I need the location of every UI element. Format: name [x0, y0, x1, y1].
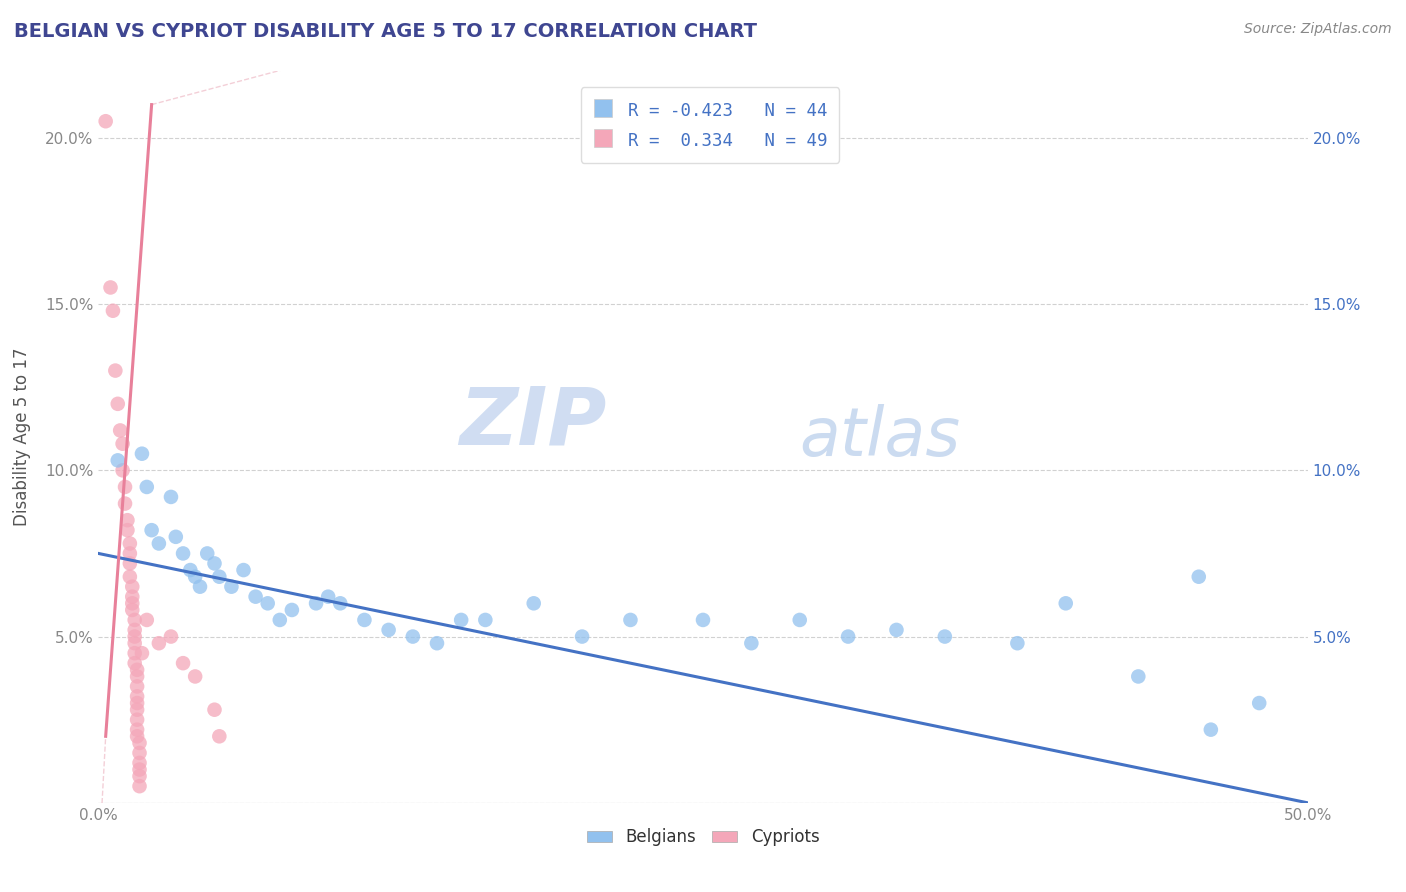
Point: [934, 630, 956, 644]
Point: [107, 453, 129, 467]
Point: [141, 523, 163, 537]
Text: Source: ZipAtlas.com: Source: ZipAtlas.com: [1244, 22, 1392, 37]
Point: [232, 563, 254, 577]
Point: [124, 636, 146, 650]
Point: [245, 590, 267, 604]
Point: [118, 570, 141, 584]
Point: [100, 280, 122, 294]
Point: [124, 646, 146, 660]
Point: [188, 580, 211, 594]
Point: [111, 436, 134, 450]
Point: [172, 546, 194, 560]
Point: [619, 613, 641, 627]
Point: [131, 447, 153, 461]
Text: atlas: atlas: [800, 404, 960, 470]
Point: [114, 497, 136, 511]
Point: [128, 746, 150, 760]
Point: [1199, 723, 1222, 737]
Point: [474, 613, 496, 627]
Point: [1249, 696, 1271, 710]
Point: [204, 703, 226, 717]
Point: [94, 114, 117, 128]
Point: [124, 623, 146, 637]
Point: [402, 630, 425, 644]
Point: [121, 603, 143, 617]
Point: [124, 613, 146, 627]
Point: [789, 613, 811, 627]
Text: ZIP: ZIP: [458, 384, 606, 461]
Point: [184, 669, 207, 683]
Point: [886, 623, 908, 637]
Point: [135, 480, 157, 494]
Point: [160, 490, 183, 504]
Point: [107, 397, 129, 411]
Point: [1188, 570, 1211, 584]
Point: [131, 646, 153, 660]
Point: [221, 580, 243, 594]
Point: [118, 557, 141, 571]
Point: [128, 736, 150, 750]
Point: [179, 563, 201, 577]
Point: [256, 596, 278, 610]
Point: [127, 723, 149, 737]
Point: [127, 690, 149, 704]
Text: BELGIAN VS CYPRIOT DISABILITY AGE 5 TO 17 CORRELATION CHART: BELGIAN VS CYPRIOT DISABILITY AGE 5 TO 1…: [14, 22, 756, 41]
Point: [165, 530, 187, 544]
Point: [1007, 636, 1029, 650]
Point: [121, 580, 143, 594]
Point: [450, 613, 472, 627]
Point: [523, 596, 546, 610]
Point: [148, 536, 170, 550]
Point: [305, 596, 328, 610]
Point: [127, 713, 149, 727]
Point: [124, 656, 146, 670]
Point: [1128, 669, 1150, 683]
Point: [377, 623, 399, 637]
Point: [148, 636, 170, 650]
Point: [172, 656, 194, 670]
Point: [269, 613, 291, 627]
Point: [128, 763, 150, 777]
Point: [740, 636, 762, 650]
Point: [127, 703, 149, 717]
Point: [118, 546, 141, 560]
Point: [329, 596, 352, 610]
Point: [160, 630, 183, 644]
Point: [118, 536, 141, 550]
Point: [195, 546, 218, 560]
Point: [208, 729, 231, 743]
Point: [128, 756, 150, 770]
Point: [114, 480, 136, 494]
Point: [111, 463, 134, 477]
Point: [1054, 596, 1077, 610]
Point: [135, 613, 157, 627]
Point: [837, 630, 859, 644]
Point: [426, 636, 449, 650]
Point: [571, 630, 593, 644]
Point: [353, 613, 375, 627]
Point: [101, 303, 124, 318]
Point: [127, 669, 149, 683]
Point: [127, 663, 149, 677]
Y-axis label: Disability Age 5 to 17: Disability Age 5 to 17: [13, 348, 31, 526]
Point: [316, 590, 339, 604]
Point: [204, 557, 226, 571]
Point: [184, 570, 207, 584]
Point: [121, 590, 143, 604]
Point: [121, 596, 143, 610]
Point: [127, 680, 149, 694]
Point: [117, 523, 139, 537]
Point: [128, 779, 150, 793]
Point: [124, 630, 146, 644]
Point: [127, 696, 149, 710]
Point: [281, 603, 304, 617]
Point: [208, 570, 231, 584]
Point: [108, 424, 131, 438]
Legend: Belgians, Cypriots: Belgians, Cypriots: [579, 822, 827, 853]
Point: [127, 729, 149, 743]
Point: [128, 769, 150, 783]
Point: [692, 613, 714, 627]
Point: [117, 513, 139, 527]
Point: [104, 363, 127, 377]
